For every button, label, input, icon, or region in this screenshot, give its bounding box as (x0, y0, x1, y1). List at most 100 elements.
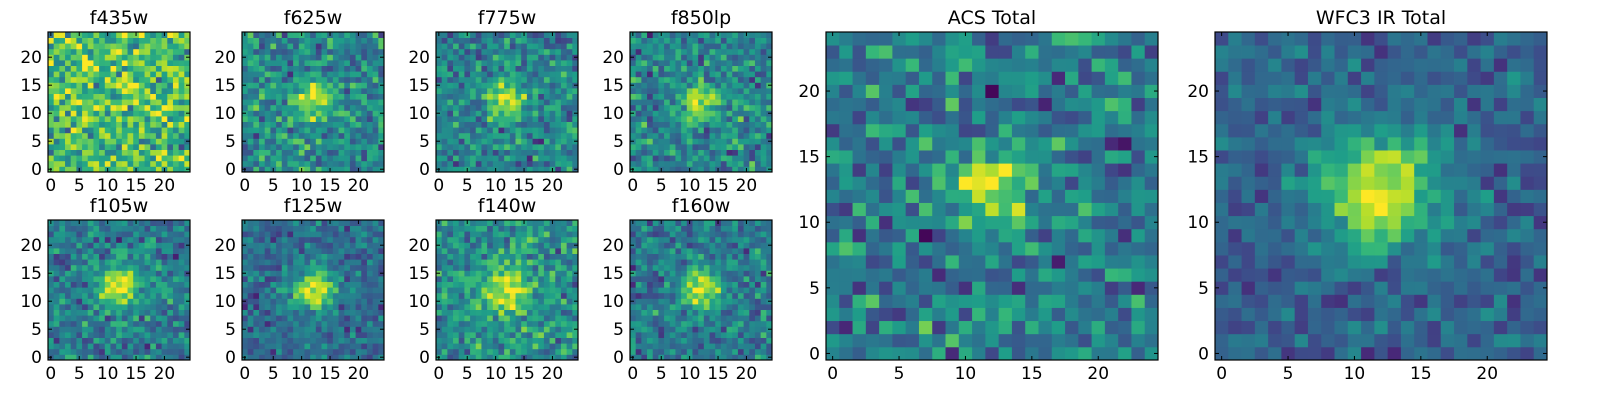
heatmap-cell (259, 332, 266, 338)
heatmap-cell (315, 48, 322, 55)
heatmap-cell (93, 287, 100, 294)
heatmap-cell (293, 337, 300, 344)
heatmap-cell (658, 287, 665, 294)
heatmap-cell (150, 160, 157, 167)
heatmap-cell (664, 54, 671, 61)
heatmap-cell (754, 76, 762, 83)
heatmap-cell (82, 270, 89, 277)
heatmap-cell (749, 93, 756, 100)
heatmap-cell (327, 326, 334, 333)
heatmap-cell (641, 60, 648, 66)
heatmap-cell (652, 304, 659, 310)
heatmap-cell (366, 270, 374, 277)
heatmap-cell (703, 348, 710, 355)
heatmap-cell (121, 332, 128, 338)
heatmap-cell (686, 332, 693, 338)
x-tick-label: 20 (154, 176, 176, 196)
heatmap-cell (242, 149, 249, 156)
heatmap-cell (259, 248, 266, 254)
heatmap-cell (560, 160, 568, 167)
heatmap-cell (464, 54, 471, 61)
heatmap-cell (498, 253, 505, 260)
heatmap-cell (664, 160, 671, 167)
heatmap-cell (703, 281, 710, 288)
heatmap-cell (470, 259, 477, 266)
heatmap-cell (121, 54, 128, 61)
heatmap-cell (760, 298, 767, 305)
heatmap-cell (349, 37, 356, 44)
heatmap-cell (298, 127, 305, 134)
heatmap-cell (293, 248, 300, 254)
heatmap-cell (155, 82, 162, 89)
heatmap-cell (298, 264, 305, 271)
heatmap-cell (270, 65, 277, 72)
heatmap-cell (59, 93, 66, 100)
heatmap-cell (276, 54, 283, 61)
heatmap-cell (698, 149, 705, 156)
heatmap-cell (144, 71, 151, 78)
heatmap-cell (327, 116, 334, 122)
heatmap-cell (715, 304, 722, 310)
heatmap-cell (293, 281, 300, 288)
heatmap-cell (532, 281, 539, 288)
heatmap-cell (715, 332, 722, 338)
heatmap-cell (555, 32, 562, 38)
heatmap-cell (93, 276, 100, 282)
heatmap-cell (59, 270, 66, 277)
heatmap-cell (766, 132, 773, 139)
heatmap-cell (344, 99, 351, 106)
heatmap-cell (259, 315, 266, 322)
heatmap-cell (259, 88, 266, 94)
heatmap-cell (172, 248, 180, 254)
heatmap-cell (184, 332, 191, 338)
heatmap-cell (630, 155, 637, 162)
heatmap-cell (70, 292, 77, 299)
heatmap-cell (703, 298, 710, 305)
heatmap-cell (492, 65, 499, 72)
heatmap-cell (150, 326, 157, 333)
heatmap-cell (293, 132, 300, 139)
heatmap-cell (259, 242, 266, 249)
heatmap-cell (681, 354, 688, 361)
heatmap-cell (441, 160, 448, 167)
heatmap-cell (543, 88, 550, 94)
heatmap-cell (515, 332, 522, 338)
heatmap-cell (509, 99, 516, 106)
heatmap-cell (366, 127, 374, 134)
heatmap-cell (372, 48, 379, 55)
heatmap-cell (664, 138, 671, 145)
heatmap-cell (99, 220, 106, 226)
heatmap-cell (167, 259, 174, 266)
heatmap-cell (481, 132, 488, 139)
heatmap-cell (366, 138, 374, 145)
heatmap-cell (93, 71, 100, 78)
heatmap-cell (458, 242, 465, 249)
heatmap-cell (652, 60, 659, 66)
heatmap-cell (538, 93, 545, 100)
panel-title: f125w (284, 195, 343, 217)
heatmap-cell (110, 121, 117, 128)
heatmap-cell (104, 225, 111, 232)
heatmap-cell (65, 82, 72, 89)
heatmap-cell (441, 309, 448, 316)
heatmap-cell (315, 281, 322, 288)
heatmap-cell (647, 32, 654, 38)
heatmap-cell (270, 337, 277, 344)
heatmap-cell (253, 132, 260, 139)
heatmap-cell (441, 71, 448, 78)
heatmap-cell (498, 132, 505, 139)
heatmap-cell (766, 332, 773, 338)
heatmap-cell (521, 43, 528, 50)
heatmap-cell (669, 326, 676, 333)
heatmap-cell (133, 155, 140, 162)
heatmap-cell (264, 144, 271, 150)
heatmap-cell (652, 82, 659, 89)
heatmap-cell (498, 104, 505, 111)
heatmap-cell (70, 160, 77, 167)
heatmap-cell (464, 76, 471, 83)
heatmap-cell (48, 281, 55, 288)
heatmap-cell (344, 326, 351, 333)
heatmap-cell (447, 236, 454, 243)
heatmap-cell (310, 76, 317, 83)
